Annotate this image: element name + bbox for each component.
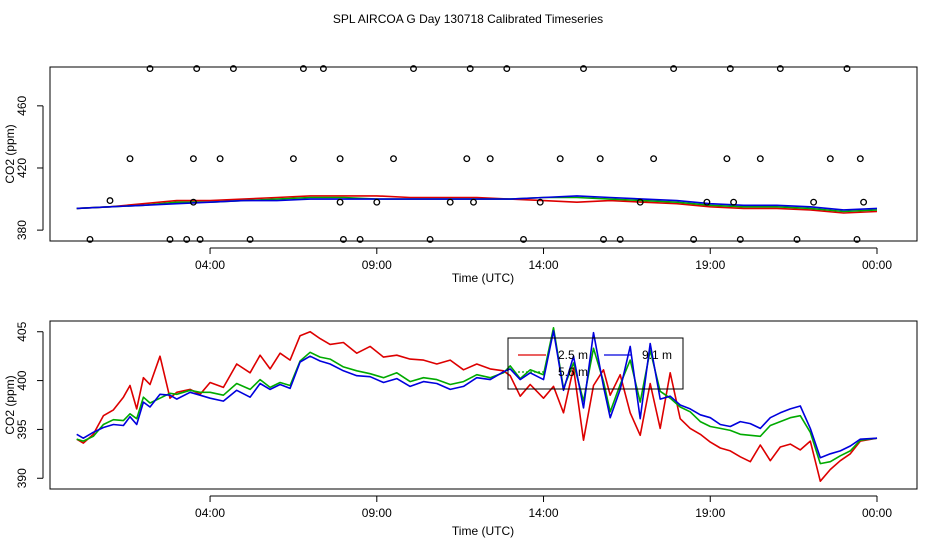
series-line-9-1-m-bottom xyxy=(76,329,878,459)
scatter-point xyxy=(166,235,174,243)
panel-top-xlabel: Time (UTC) xyxy=(452,271,514,285)
scatter-point xyxy=(636,198,644,206)
x-tick-label-bottom: 09:00 xyxy=(362,506,392,520)
panel-bottom: 390 395 400 405 04:00 09:00 14:00 19:00 00:00 T… xyxy=(3,320,918,538)
scatter-point xyxy=(126,155,134,163)
y-tick-label-bottom: 395 xyxy=(15,419,29,439)
scatter-point xyxy=(193,65,201,73)
x-tick-label-bottom: 00:00 xyxy=(862,506,892,520)
scatter-point xyxy=(466,65,474,73)
scatter-point xyxy=(536,198,544,206)
scatter-point xyxy=(246,235,254,243)
scatter-point xyxy=(446,198,454,206)
scatter-point xyxy=(319,65,327,73)
x-tick-label-top: 00:00 xyxy=(862,258,892,272)
series-line-5-6-m-bottom xyxy=(76,326,878,465)
scatter-point xyxy=(373,198,381,206)
scatter-point xyxy=(339,235,347,243)
scatter-point xyxy=(336,198,344,206)
y-tick-label-bottom: 405 xyxy=(15,321,29,341)
scatter-point xyxy=(756,155,764,163)
x-tick-label-top: 09:00 xyxy=(362,258,392,272)
x-tick-label-top: 14:00 xyxy=(529,258,559,272)
scatter-point xyxy=(703,198,711,206)
scatter-point xyxy=(486,155,494,163)
scatter-point xyxy=(520,235,527,243)
scatter-point xyxy=(556,155,564,163)
figure-title: SPL AIRCOA G Day 130718 Calibrated Times… xyxy=(333,12,603,26)
legend-label-9-1m: 9.1 m xyxy=(642,348,672,362)
panel-bottom-plot-area xyxy=(76,326,878,483)
scatter-point xyxy=(726,65,734,73)
scatter-point xyxy=(299,65,307,73)
scatter-point xyxy=(853,235,861,243)
panel-top-frame xyxy=(49,66,918,242)
scatter-point xyxy=(793,235,801,243)
scatter-point xyxy=(580,65,587,73)
scatter-point xyxy=(463,155,471,163)
panel-top-ylabel: CO2 (ppm) xyxy=(3,124,17,183)
scatter-point xyxy=(736,235,744,243)
scatter-point xyxy=(616,235,624,243)
legend-box xyxy=(507,337,684,390)
x-tick-label-bottom: 04:00 xyxy=(195,506,225,520)
scatter-point xyxy=(189,155,197,163)
x-tick-label-bottom: 19:00 xyxy=(695,506,725,520)
scatter-point xyxy=(503,65,511,73)
scatter-point xyxy=(670,65,678,73)
panel-bottom-ylabel: CO2 (ppm) xyxy=(3,375,17,434)
scatter-point xyxy=(600,235,607,243)
scatter-point xyxy=(860,198,868,206)
series-line-9-1-m-top xyxy=(76,195,878,211)
legend-label-5-6m: 5.6 m xyxy=(558,365,588,379)
y-tick-label-bottom: 400 xyxy=(15,370,29,390)
series-line-2-5-m-top xyxy=(76,195,878,214)
y-tick-label-top: 380 xyxy=(15,220,29,240)
panel-bottom-x-axis: 04:00 09:00 14:00 19:00 00:00 xyxy=(195,495,892,520)
scatter-point xyxy=(106,197,114,205)
panel-bottom-xlabel: Time (UTC) xyxy=(452,524,514,538)
scatter-point xyxy=(356,235,364,243)
scatter-point xyxy=(810,198,818,206)
y-tick-label-bottom: 390 xyxy=(15,468,29,488)
panel-top: 380 420 460 04:00 09:00 14:00 19:00 00:00 Time… xyxy=(3,65,918,285)
scatter-point xyxy=(189,198,197,206)
panel-top-x-axis: 04:00 09:00 14:00 19:00 00:00 xyxy=(195,247,892,272)
panel-top-y-axis: 380 420 460 xyxy=(15,96,44,240)
y-tick-label-top: 460 xyxy=(15,96,29,116)
scatter-point xyxy=(196,235,204,243)
scatter-point xyxy=(730,198,738,206)
scatter-point xyxy=(183,235,191,243)
scatter-point xyxy=(146,65,154,73)
scatter-point xyxy=(289,155,297,163)
legend: 2.5 m 9.1 m 5.6 m xyxy=(507,337,684,390)
scatter-point xyxy=(229,65,237,73)
x-tick-label-top: 19:00 xyxy=(695,258,725,272)
series-line-2-5-m-bottom xyxy=(76,330,878,483)
scatter-point xyxy=(426,235,434,243)
x-tick-label-bottom: 14:00 xyxy=(529,506,559,520)
panel-top-plot-area xyxy=(76,65,878,243)
scatter-point xyxy=(86,235,94,243)
panel-bottom-frame xyxy=(49,320,918,490)
scatter-point xyxy=(216,155,224,163)
legend-label-2-5m: 2.5 m xyxy=(558,348,588,362)
scatter-point xyxy=(336,155,344,163)
scatter-point xyxy=(470,198,477,206)
panel-bottom-y-axis: 390 395 400 405 xyxy=(15,321,44,488)
y-tick-label-top: 420 xyxy=(15,158,29,178)
scatter-point xyxy=(596,155,604,163)
scatter-point xyxy=(856,155,864,163)
scatter-point xyxy=(843,65,851,73)
scatter-point xyxy=(723,155,731,163)
scatter-point xyxy=(776,65,784,73)
scatter-point xyxy=(690,235,698,243)
x-tick-label-top: 04:00 xyxy=(195,258,225,272)
scatter-point xyxy=(390,155,397,163)
scatter-point xyxy=(410,65,417,73)
scatter-point xyxy=(826,155,834,163)
scatter-point xyxy=(650,155,658,163)
